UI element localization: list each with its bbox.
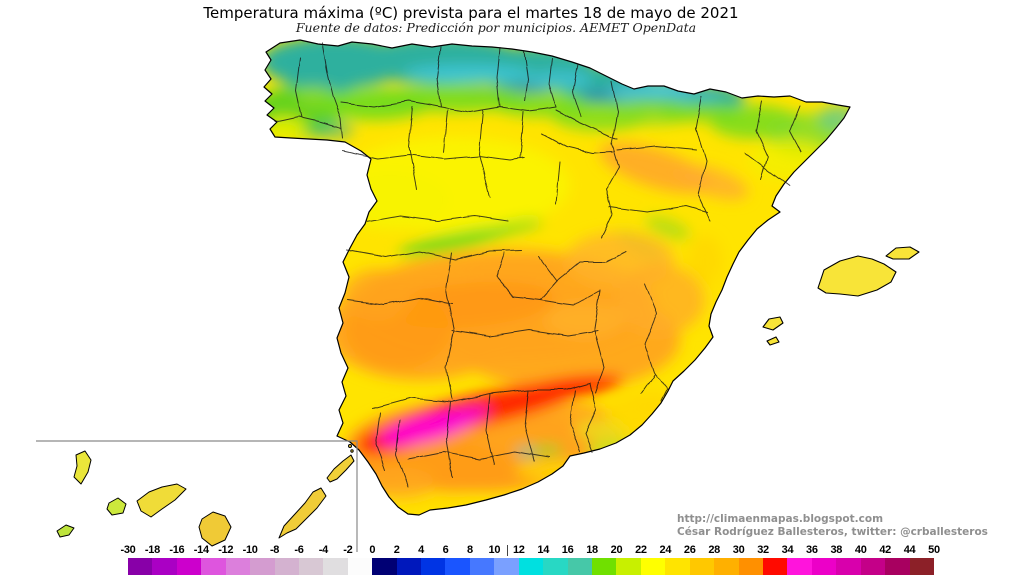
scale-label: -30 [120,544,136,556]
peninsula-coastline [263,39,851,516]
island-formentera [766,336,780,346]
scale-cell [738,558,763,575]
scale-label: -8 [269,544,280,556]
scale-cell [225,558,251,575]
scale-label: 28 [708,544,720,556]
scale-cell [445,558,470,575]
scale-cell [567,558,593,575]
scale-label: 36 [806,544,818,556]
scale-cell [469,558,495,575]
scale-label: -14 [193,544,209,556]
scale-label: 50 [928,544,940,556]
balearic-islands [762,246,920,346]
scale-tick [507,545,508,556]
scale-cell [811,558,837,575]
scale-cell [152,558,177,575]
scale-cell [665,558,690,575]
scale-label: 26 [683,544,696,556]
scale-label: 10 [488,544,501,556]
scale-label: 24 [659,544,672,556]
canary-inset [36,440,358,552]
scale-cell [689,558,715,575]
scale-label: -12 [218,544,234,556]
scale-label: 16 [561,544,574,556]
scale-label: 4 [418,544,424,556]
scale-cell [201,558,226,575]
island-el-hierro [56,524,75,538]
scale-cell [762,558,788,575]
island-tenerife [136,483,187,518]
scale-cell [396,558,422,575]
scale-label: 0 [369,544,376,556]
island-mallorca [817,255,897,297]
scale-label: 12 [512,544,525,556]
scale-cell [714,558,739,575]
scale-label: -2 [343,544,353,556]
scale-cell [885,558,910,575]
island-gran-canaria [198,511,232,547]
scale-label: 30 [732,544,745,556]
scale-label: 22 [635,544,647,556]
islet-la-graciosa [348,444,352,448]
scale-cell [298,558,324,575]
scale-cell [274,558,299,575]
scale-cell [787,558,812,575]
scale-label: 38 [830,544,843,556]
scale-cell [372,558,397,575]
scale-label: 8 [467,544,473,556]
islet-alegranza [350,449,354,453]
scale-cell [494,558,519,575]
scale-cell [860,558,886,575]
scale-cell [518,558,544,575]
scale-label: 18 [586,544,598,556]
island-menorca [885,246,920,260]
credits-url: http://climaenmapas.blogspot.com [677,513,884,525]
scale-cell [640,558,666,575]
scale-label: -10 [242,544,258,556]
scale-labels: -30 -18 -16 -14 -12 -10 -8 -6 -4 -2 0 2 4 6 8 10 12 14 16 1… [121,544,941,557]
scale-label: -6 [294,544,304,556]
province-borders [275,42,802,488]
scale-label: -16 [169,544,185,556]
map-title: Temperatura máxima (ºC) prevista para el… [203,4,739,22]
scale-label: 20 [610,544,623,556]
credits-author: César Rodríguez Ballesteros, twitter: @c… [677,526,988,538]
island-la-gomera [106,497,127,516]
island-ibiza [762,316,784,331]
scale-label: 44 [903,544,916,556]
temperature-field [264,40,850,515]
scale-cell [836,558,861,575]
scale-label: -18 [144,544,160,556]
scale-cell [250,558,275,575]
credits: http://climaenmapas.blogspot.com César R… [677,513,988,539]
scale-label: 32 [757,544,769,556]
temperature-scale: -30 -18 -16 -14 -12 -10 -8 -6 -4 -2 0 2 4 6 8 10 12 14 16 1… [121,544,941,575]
scale-label: -4 [318,544,328,556]
island-fuerteventura [278,487,327,539]
scale-colorbar [128,558,934,575]
scale-label: 34 [781,544,794,556]
scale-cell [616,558,641,575]
scale-cell [128,558,153,575]
scale-cell [592,558,617,575]
scale-cell [347,558,373,575]
island-lanzarote [326,454,355,483]
scale-label: 2 [393,544,400,556]
scale-label: 40 [854,544,867,556]
island-la-palma [73,450,92,485]
scale-label: 14 [537,544,550,556]
scale-cell [543,558,568,575]
scale-cell [421,558,446,575]
map-subtitle: Fuente de datos: Predicción por municipi… [295,20,697,35]
scale-label: 42 [879,544,891,556]
inset-border [36,440,358,552]
scale-cell [323,558,348,575]
scale-cell [176,558,202,575]
scale-cell [909,558,934,575]
scale-label: 6 [442,544,449,556]
